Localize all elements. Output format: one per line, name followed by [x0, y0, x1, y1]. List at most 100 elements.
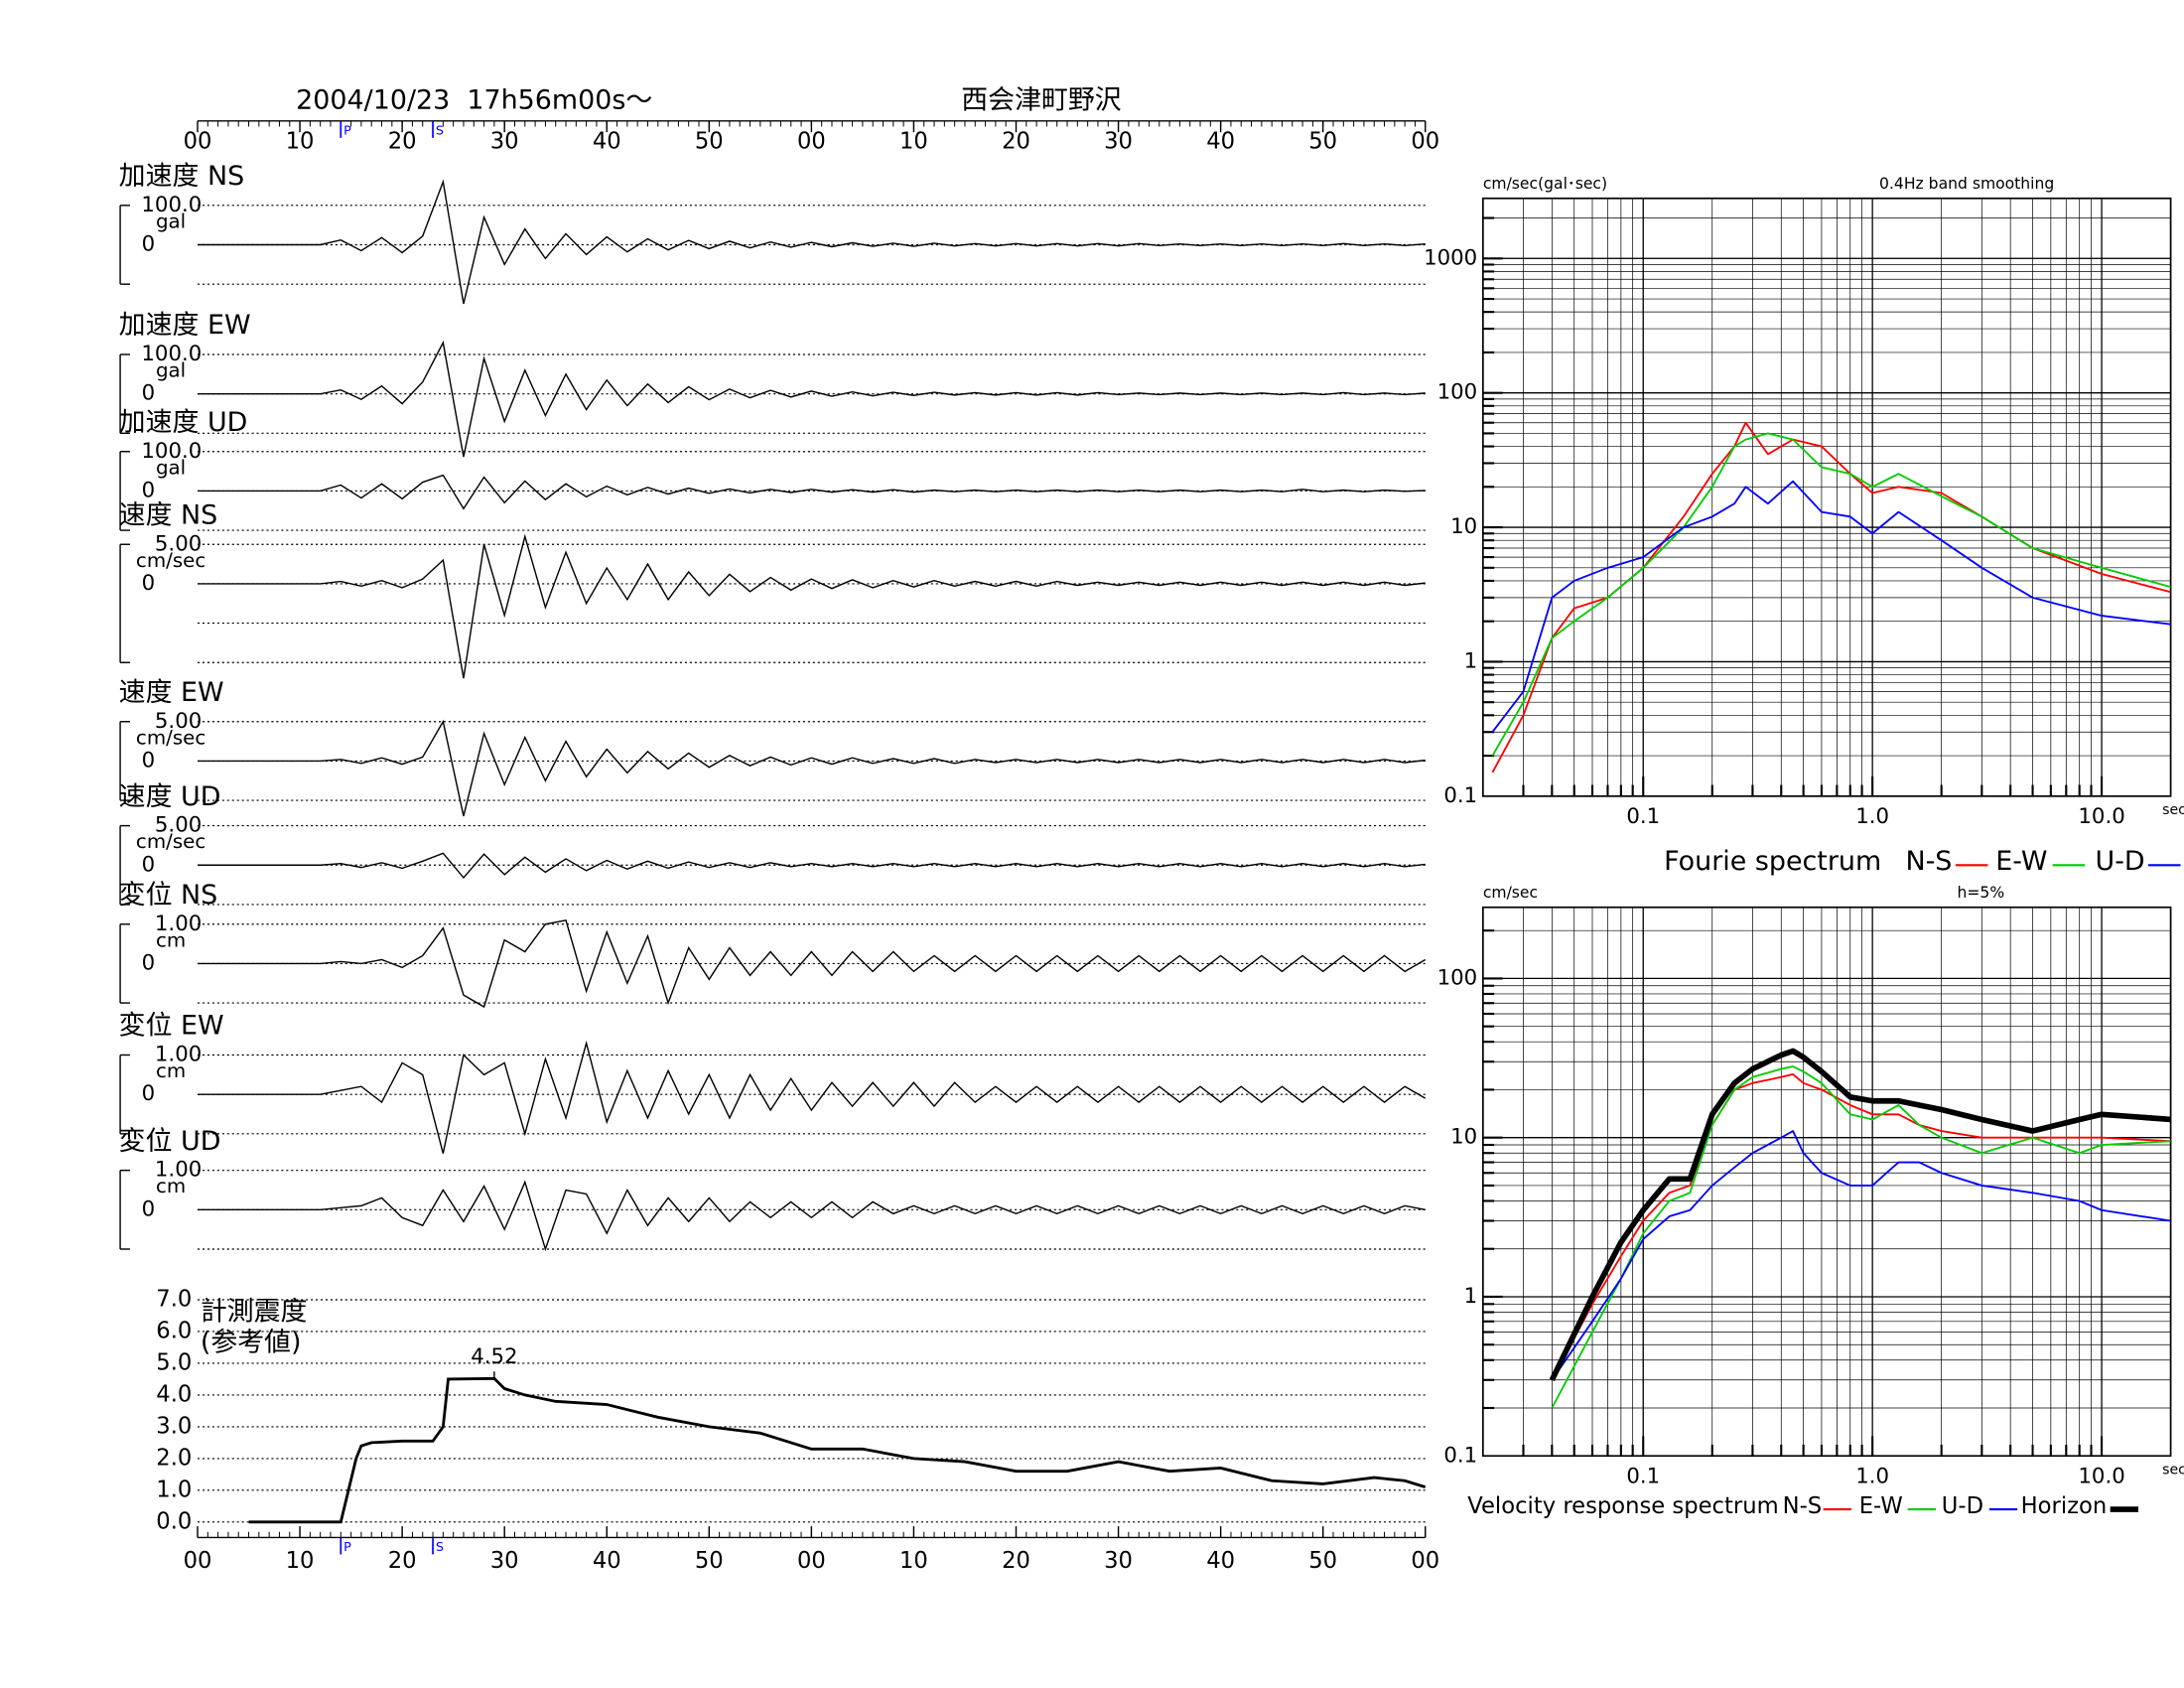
- x-tick-label: 00: [184, 1548, 212, 1574]
- waveform: [198, 533, 1426, 679]
- x-tick-label: 10: [899, 129, 928, 155]
- x-tick-label: 0.1: [1626, 1465, 1660, 1489]
- unit-label: cm/sec: [136, 726, 205, 749]
- legend-title: Fourie spectrum: [1664, 846, 1881, 877]
- waveform: [198, 852, 1426, 880]
- y-tick-label: 2.0: [156, 1445, 192, 1471]
- spectrum-line: [1491, 421, 2171, 774]
- x-tick-label: 1.0: [1855, 1465, 1889, 1489]
- legend-label: Horizon: [2021, 1493, 2108, 1519]
- waveform: [198, 340, 1426, 458]
- legend-title: Velocity response spectrum: [1467, 1493, 1778, 1519]
- panel-title: 変位 EW: [119, 1011, 224, 1042]
- y-tick-label: 100.0: [141, 193, 202, 217]
- y-tick-label: 100: [1437, 380, 1478, 405]
- annotation-label: 4.52: [471, 1344, 517, 1369]
- y-tick-label: 0: [142, 950, 156, 975]
- chart-note: h=5%: [1958, 884, 2005, 902]
- waveform: [198, 1180, 1426, 1252]
- unit-label: gal: [156, 210, 186, 232]
- y-tick-label: 0: [142, 571, 156, 596]
- panel-title: 速度 UD: [119, 781, 221, 812]
- x-tick-label: 00: [1411, 129, 1439, 155]
- x-tick-label: 40: [593, 1548, 621, 1574]
- x-tick-label: 50: [1308, 1548, 1337, 1574]
- y-tick-label: 0: [142, 1081, 156, 1106]
- legend-label: E-W: [1859, 1493, 1903, 1519]
- x-tick-label: 10.0: [2078, 804, 2124, 829]
- x-tick-label: 50: [695, 129, 724, 155]
- waveform: [198, 719, 1426, 817]
- x-tick-label: 30: [1104, 129, 1133, 155]
- legend-label: U-D: [2096, 846, 2145, 877]
- y-tick-label: 1: [1464, 648, 1478, 673]
- legend-label: N-S: [1783, 1493, 1823, 1519]
- y-tick-label: 0: [142, 232, 156, 257]
- x-tick-label: 20: [1002, 129, 1030, 155]
- y-tick-label: 100: [1437, 965, 1478, 990]
- panel-title: 加速度 NS: [119, 161, 244, 192]
- x-axis-label: sec: [2162, 1462, 2184, 1477]
- y-tick-label: 100.0: [141, 439, 202, 464]
- x-tick-label: 0.1: [1626, 804, 1660, 829]
- panel-title: 変位 NS: [119, 880, 218, 911]
- phase-label: P: [343, 1540, 351, 1555]
- x-tick-label: 40: [1206, 129, 1235, 155]
- spectrum-line: [1491, 432, 2171, 757]
- y-axis-note: (参考値): [201, 1327, 302, 1357]
- x-tick-label: 50: [695, 1548, 724, 1574]
- unit-label: gal: [156, 456, 186, 479]
- x-tick-label: 30: [1104, 1548, 1133, 1574]
- y-tick-label: 10: [1450, 514, 1477, 539]
- spectrum-line: [1551, 1073, 2171, 1381]
- y-tick-label: 0.1: [1443, 783, 1477, 808]
- legend-label: U-D: [1942, 1493, 1983, 1519]
- record-datetime: 2004/10/23 17h56m00s〜: [296, 85, 652, 116]
- y-tick-label: 0.0: [156, 1508, 192, 1534]
- waveform: [198, 179, 1426, 305]
- x-tick-label: 30: [490, 1548, 519, 1574]
- y-tick-label: 100.0: [141, 342, 202, 366]
- x-tick-label: 40: [593, 129, 621, 155]
- x-tick-label: 00: [797, 129, 826, 155]
- unit-label: cm: [156, 1175, 186, 1197]
- y-tick-label: 0.1: [1443, 1443, 1477, 1468]
- x-tick-label: 10.0: [2078, 1465, 2124, 1489]
- y-axis-label: cm/sec: [1483, 884, 1538, 902]
- station-name: 西会津町野沢: [961, 85, 1122, 116]
- y-tick-label: 0: [142, 1196, 156, 1221]
- y-tick-label: 0: [142, 748, 156, 773]
- y-tick-label: 5.00: [155, 709, 202, 734]
- legend-label: E-W: [1995, 846, 2047, 877]
- y-tick-label: 5.00: [155, 813, 202, 838]
- spectrum-line: [1551, 1065, 2171, 1409]
- x-tick-label: 1.0: [1855, 804, 1889, 829]
- y-tick-label: 0: [142, 478, 156, 502]
- panel-title: 加速度 EW: [119, 310, 251, 341]
- unit-label: cm: [156, 928, 186, 951]
- waveform: [198, 474, 1426, 510]
- spectrum-line: [1549, 1048, 2171, 1382]
- y-axis-label: 計測震度: [201, 1296, 308, 1327]
- spectrum-line: [1551, 1130, 2171, 1381]
- x-tick-label: 10: [899, 1548, 928, 1574]
- y-tick-label: 7.0: [156, 1287, 192, 1313]
- chart-note: 0.4Hz band smoothing: [1879, 175, 2054, 193]
- phase-label: S: [436, 1540, 444, 1555]
- panel-title: 速度 EW: [119, 677, 224, 708]
- y-tick-label: 1000: [1424, 245, 1477, 270]
- y-tick-label: 0: [142, 852, 156, 877]
- y-tick-label: 0: [142, 381, 156, 406]
- spectrum-line: [1491, 480, 2171, 733]
- y-tick-label: 1.00: [155, 912, 202, 936]
- y-tick-label: 5.0: [156, 1349, 192, 1375]
- waveform: [198, 1040, 1427, 1154]
- y-tick-label: 3.0: [156, 1413, 192, 1439]
- x-tick-label: 00: [797, 1548, 826, 1574]
- y-tick-label: 6.0: [156, 1318, 192, 1343]
- y-tick-label: 5.00: [155, 531, 202, 556]
- phase-label: P: [343, 123, 351, 138]
- x-tick-label: 20: [388, 129, 417, 155]
